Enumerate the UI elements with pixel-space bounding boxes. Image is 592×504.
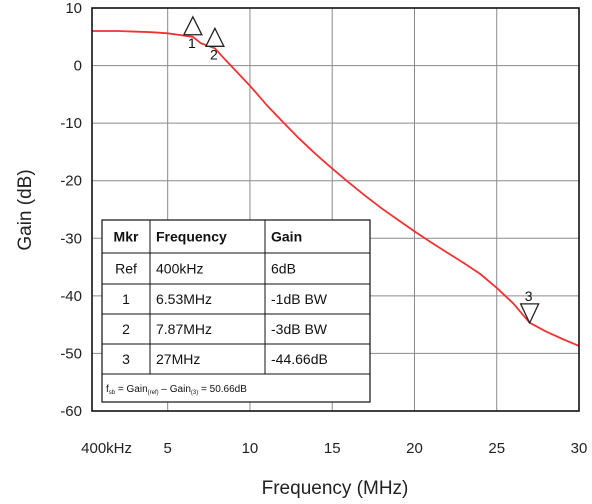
marker-table: Mkr Frequency Gain Ref 400kHz 6dB 1 6.53MHz -1dB… [101,219,371,403]
y-tick-label: -50 [60,345,82,362]
footnote-eq1: = Gain [115,384,148,395]
table-cell: 2 [122,321,130,337]
table-cell: 1 [122,291,130,307]
table-cell: 7.87MHz [156,321,212,337]
x-tick-label: 10 [242,440,259,457]
y-tick-label: -40 [60,288,82,305]
x-tick-label: 5 [164,440,172,457]
y-tick-label: -10 [60,115,82,132]
footnote-sub1: (ref) [148,390,159,396]
table-cell: 27MHz [156,351,200,367]
footnote-sub2: (3) [191,390,198,396]
marker-label: 2 [210,46,218,62]
marker-table-background [101,219,371,403]
footnote-f: f [106,384,109,395]
table-cell: 3 [122,351,130,367]
table-cell: -44.66dB [271,351,328,367]
x-tick-labels: 400kHz 5 10 15 20 25 30 [81,440,587,457]
footnote: fsb = Gain(ref) – Gain(3) = 50.66dB [106,384,247,396]
marker-table-cells: Mkr Frequency Gain Ref 400kHz 6dB 1 6.53MHz -1dB… [114,229,328,368]
table-cell: 400kHz [156,261,203,277]
series-layer [92,30,580,347]
y-axis-title: Gain (dB) [15,169,36,250]
x-tick-label: 20 [406,440,423,457]
series-line [92,30,580,347]
y-tick-label: 0 [74,58,82,75]
x-tick-label: 15 [324,440,341,457]
table-header-cell: Frequency [156,229,227,245]
table-cell: -1dB BW [271,291,328,307]
table-header-cell: Gain [271,229,302,245]
y-tick-labels: 10 0 -10 -20 -30 -40 -50 -60 [60,0,82,420]
table-cell: Ref [115,261,137,277]
x-tick-label: 400kHz [81,440,132,457]
x-axis-title: Frequency (MHz) [262,478,409,499]
marker-label: 1 [188,35,196,51]
markers-layer: 12 3 [182,15,540,325]
marker-label: 3 [525,288,533,304]
y-tick-label: -20 [60,173,82,190]
y-tick-label: -30 [60,230,82,247]
plot-frame [91,7,580,412]
x-tick-label: 30 [571,440,588,457]
marker-table-grid [102,220,370,375]
footnote-f-sub: sb [109,390,116,396]
y-tick-label: -60 [60,403,82,420]
marker-triangle [182,15,203,36]
table-header-cell: Mkr [114,229,139,245]
footnote-eq3: = 50.66dB [198,384,247,395]
marker-triangle [204,26,225,47]
footnote-eq2: – Gain [159,384,191,395]
marker-triangle [519,303,540,325]
table-cell: 6.53MHz [156,291,212,307]
x-tick-label: 25 [488,440,505,457]
table-cell: -3dB BW [271,321,328,337]
y-tick-label: 10 [65,0,82,17]
table-cell: 6dB [271,261,296,277]
